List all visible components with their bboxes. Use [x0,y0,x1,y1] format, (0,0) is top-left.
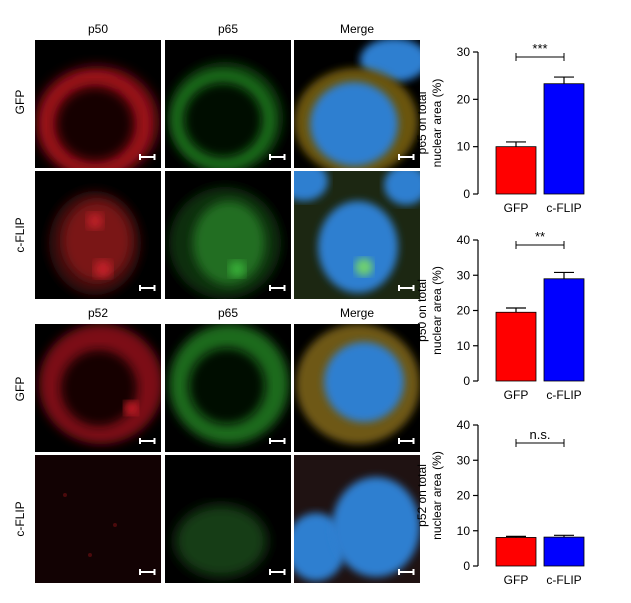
micrograph-p52-gfp [35,324,161,452]
y-axis-label: nuclear area (%) [430,79,444,168]
bar-gfp [495,311,537,382]
y-axis-label: p52 on total [415,464,429,527]
scale-bar [269,438,285,444]
micrograph-p65-cflip [165,171,291,299]
scale-bar [139,569,155,575]
bar-cflip [543,536,585,567]
micrograph-p65-cflip-bottom [165,455,291,583]
x-tick-label: c-FLIP [546,573,581,587]
micrograph-merge-cflip-bottom [294,455,420,583]
scale-bar [269,569,285,575]
micrograph-p50-cflip [35,171,161,299]
col-header-p65-bottom: p65 [217,306,239,320]
scale-bar [398,154,414,160]
micrograph-p50-gfp [35,40,161,168]
y-tick-label: 30 [457,268,471,282]
col-header-merge-bottom: Merge [339,306,374,320]
y-tick-label: 0 [463,187,470,201]
significance-label: n.s. [530,427,551,442]
scale-bar [139,438,155,444]
y-tick-label: 10 [457,524,471,538]
micrograph-p52-cflip [35,455,161,583]
y-axis-label: nuclear area (%) [430,266,444,355]
scale-bar [398,285,414,291]
col-header-p50: p50 [87,22,109,36]
y-tick-label: 0 [463,374,470,388]
col-header-p52: p52 [87,306,109,320]
micrograph-merge-gfp [294,40,420,168]
bar-cflip [543,83,585,195]
y-tick-label: 40 [457,418,471,432]
micrograph-merge-gfp-bottom [294,324,420,452]
x-tick-label: GFP [504,573,529,587]
y-tick-label: 30 [457,45,471,59]
bar-gfp [495,537,537,567]
scale-bar [398,569,414,575]
x-tick-label: GFP [504,201,529,215]
bar-gfp [495,146,537,195]
col-header-merge-top: Merge [339,22,374,36]
y-tick-label: 10 [457,339,471,353]
y-tick-label: 10 [457,140,471,154]
y-tick-label: 20 [457,304,471,318]
micrograph-merge-cflip [294,171,420,299]
y-tick-label: 30 [457,453,471,467]
x-tick-label: c-FLIP [546,201,581,215]
scale-bar [398,438,414,444]
y-axis-label: p50 on total [415,279,429,342]
micrograph-p65-gfp [165,40,291,168]
y-tick-label: 20 [457,489,471,503]
scale-bar [139,285,155,291]
y-tick-label: 0 [463,559,470,573]
y-tick-label: 40 [457,233,471,247]
y-axis-label: nuclear area (%) [430,451,444,540]
col-header-p65-top: p65 [217,22,239,36]
bar-cflip [543,278,585,382]
y-tick-label: 20 [457,92,471,106]
scale-bar [269,154,285,160]
x-tick-label: c-FLIP [546,388,581,402]
significance-label: ** [535,229,545,244]
scale-bar [139,154,155,160]
scale-bar [269,285,285,291]
micrograph-p65-gfp-bottom [165,324,291,452]
significance-label: *** [532,41,547,56]
y-axis-label: p65 on total [415,92,429,155]
x-tick-label: GFP [504,388,529,402]
